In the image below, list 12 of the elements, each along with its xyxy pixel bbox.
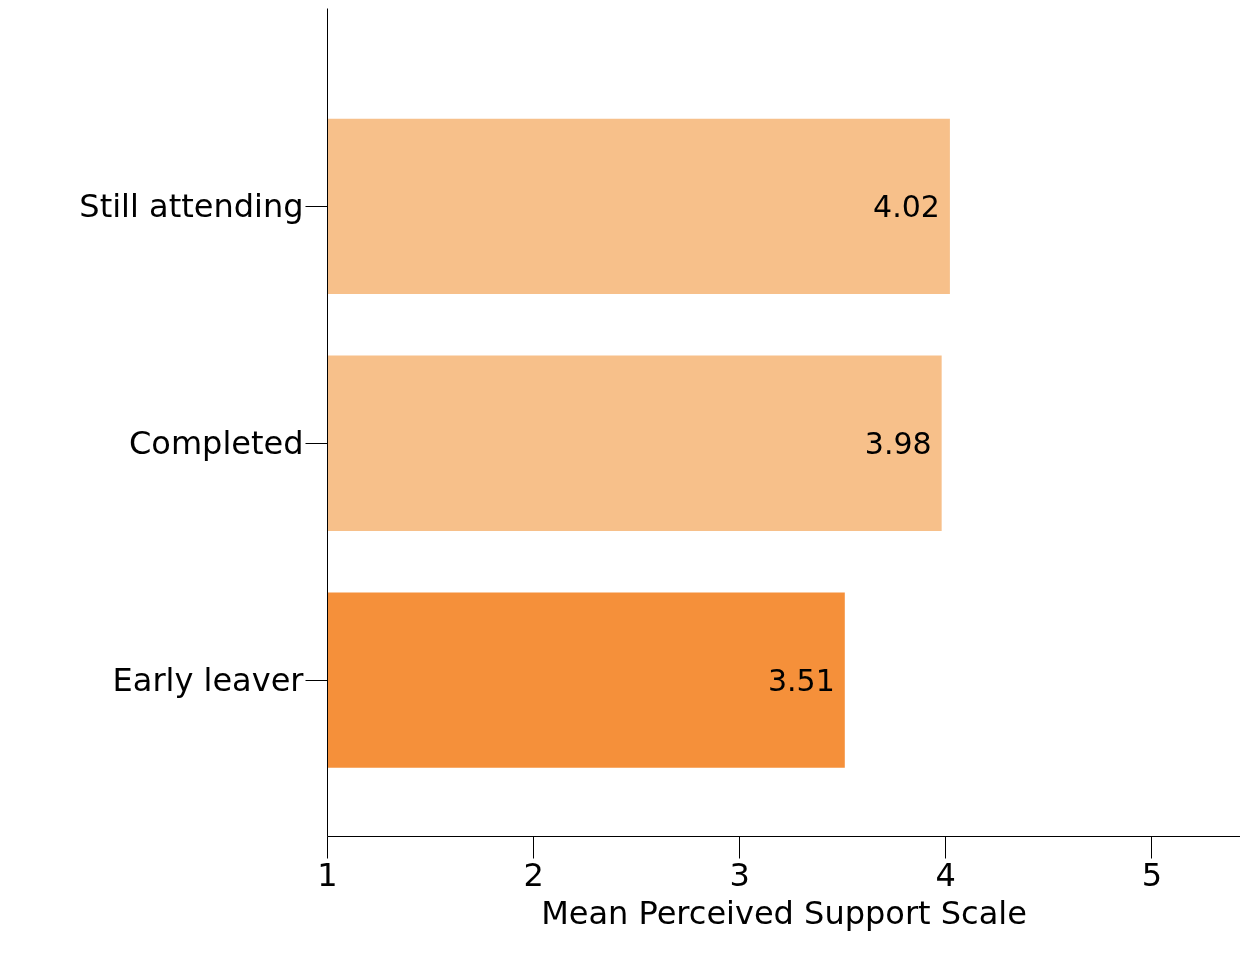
data-label: 3.98: [864, 426, 932, 462]
y-tick-label: Early leaver: [112, 661, 305, 700]
x-tick-label: 2: [523, 855, 544, 894]
x-tick-label: 5: [1141, 855, 1163, 894]
x-axis-title: Mean Perceived Support Scale: [541, 893, 1027, 932]
y-tick-label: Completed: [128, 424, 304, 463]
x-tick-label: 4: [935, 855, 956, 894]
x-tick-label: 1: [317, 855, 338, 894]
y-tick-label: Still attending: [79, 187, 304, 226]
data-label: 3.51: [768, 663, 835, 699]
x-tick-label: 3: [729, 855, 750, 894]
data-label: 4.02: [873, 189, 940, 225]
